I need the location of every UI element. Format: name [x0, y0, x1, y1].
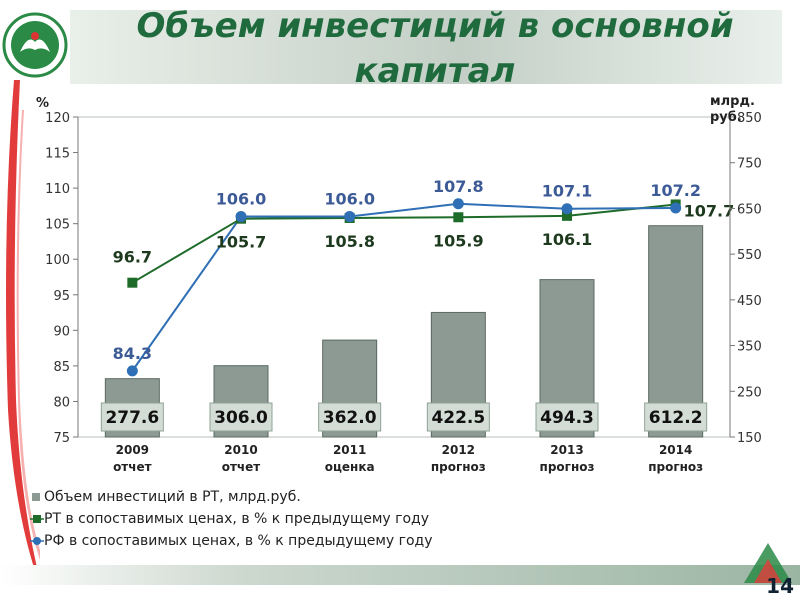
rf-point — [452, 198, 464, 210]
right-axis-unit-line2: руб. — [710, 110, 742, 125]
bar-value-box — [100, 402, 164, 432]
gray-square-icon — [32, 493, 40, 501]
bar-value-box — [318, 402, 382, 432]
bar-value-box — [426, 402, 490, 432]
left-tick-label: 75 — [53, 431, 70, 446]
bar-value-box — [209, 402, 273, 432]
axes: 75 80 85 90 95 100 105 110 115 120 150 250 350 450 550… — [36, 94, 762, 474]
left-tick-label: 100 — [45, 253, 70, 268]
rf-value-label: 107.1 — [542, 182, 593, 201]
rt-value-label: 107.7 — [684, 201, 735, 220]
category-sub-label: прогноз — [648, 460, 703, 474]
bar-series — [104, 225, 704, 438]
bar-value-box — [535, 402, 599, 432]
bar-value-label: 612.2 — [649, 408, 703, 428]
left-tick-label: 120 — [45, 111, 70, 126]
rt-value-label: 106.1 — [542, 230, 593, 249]
rt-value-label: 96.7 — [113, 248, 152, 267]
category-sub-label: прогноз — [431, 460, 486, 474]
line-series — [126, 198, 682, 377]
rf-point — [344, 211, 356, 223]
left-tick-label: 90 — [53, 324, 70, 339]
legend-label-bars: Объем инвестиций в РТ, млрд.руб. — [44, 489, 301, 505]
rf-point — [126, 365, 138, 377]
legend-item-bars: Объем инвестиций в РТ, млрд.руб. — [30, 486, 433, 508]
corner-logo-icon — [744, 543, 792, 583]
rf-line — [131, 202, 676, 372]
category-sub-label: прогноз — [540, 460, 595, 474]
rf-value-label: 107.2 — [650, 181, 701, 200]
rf-value-label: 106.0 — [216, 190, 267, 209]
rf-value-label: 106.0 — [324, 190, 375, 209]
rf-point — [670, 202, 682, 214]
category-sub-label: оценка — [325, 460, 375, 474]
investment-bar — [648, 225, 704, 438]
right-tick-label: 150 — [737, 431, 762, 446]
left-tick-label: 95 — [53, 289, 70, 304]
left-tick-label: 85 — [53, 360, 70, 375]
left-tick-label: 110 — [45, 182, 70, 197]
category-year-label: 2011 — [333, 443, 366, 457]
green-square-marker-icon — [30, 515, 44, 523]
right-tick-label: 250 — [737, 385, 762, 400]
category-year-label: 2009 — [116, 443, 149, 457]
rt-point — [127, 277, 138, 288]
right-tick-label: 750 — [737, 157, 762, 172]
rt-point — [562, 210, 572, 221]
chart-frame — [77, 116, 731, 438]
legend-item-rt: РТ в сопоставимых ценах, в % к предыдуще… — [30, 508, 433, 530]
right-tick-label: 350 — [737, 340, 762, 355]
rf-value-label: 84.3 — [113, 344, 152, 363]
category-year-label: 2014 — [659, 443, 692, 457]
category-year-label: 2013 — [550, 443, 583, 457]
tatarstan-emblem-icon — [2, 12, 68, 78]
red-swoosh-decoration — [6, 80, 40, 580]
right-tick-label: 450 — [737, 294, 762, 309]
title-band — [70, 10, 782, 84]
footer-band — [0, 565, 800, 585]
category-sub-label: отчет — [222, 460, 261, 474]
plot-area — [77, 116, 731, 438]
legend-label-rt: РТ в сопоставимых ценах, в % к предыдуще… — [44, 511, 430, 527]
right-tick-label: 650 — [737, 202, 762, 217]
legend: Объем инвестиций в РТ, млрд.руб. РТ в со… — [30, 486, 433, 552]
rt-line — [131, 203, 676, 284]
left-tick-label: 80 — [53, 395, 70, 410]
legend-label-rf: РФ в сопоставимых ценах, в % к предыдуще… — [44, 533, 433, 549]
bar-value-label: 422.5 — [431, 408, 485, 428]
legend-item-rf: РФ в сопоставимых ценах, в % к предыдуще… — [30, 530, 433, 552]
rf-point — [235, 211, 247, 223]
right-axis-unit-line1: млрд. — [710, 94, 755, 109]
bar-value-box — [644, 402, 708, 432]
right-tick-label: 550 — [737, 248, 762, 263]
slide-title: Объем инвестиций в основной капитал — [136, 6, 734, 91]
bar-value-label: 362.0 — [323, 408, 377, 428]
category-year-label: 2010 — [224, 443, 257, 457]
rf-point — [561, 203, 573, 215]
left-tick-label: 115 — [45, 147, 70, 162]
rt-value-label: 105.7 — [216, 233, 267, 252]
bar-value-label: 277.6 — [105, 408, 159, 428]
data-labels: 277.6 306.0 362.0 422.5 494.3 612.2 84.3 106.0 1… — [100, 177, 735, 432]
bar-value-label: 306.0 — [214, 408, 268, 428]
rf-value-label: 107.8 — [433, 177, 484, 196]
left-tick-label: 105 — [45, 218, 70, 233]
left-axis-unit: % — [36, 96, 49, 111]
bar-value-label: 494.3 — [540, 408, 594, 428]
rt-point — [453, 212, 464, 223]
rt-value-label: 105.8 — [324, 232, 375, 251]
category-year-label: 2012 — [442, 443, 475, 457]
blue-circle-marker-icon — [30, 537, 44, 545]
right-tick-label: 850 — [737, 111, 762, 126]
rt-value-label: 105.9 — [433, 231, 484, 250]
category-sub-label: отчет — [113, 460, 152, 474]
page-number: 14 — [766, 574, 794, 598]
